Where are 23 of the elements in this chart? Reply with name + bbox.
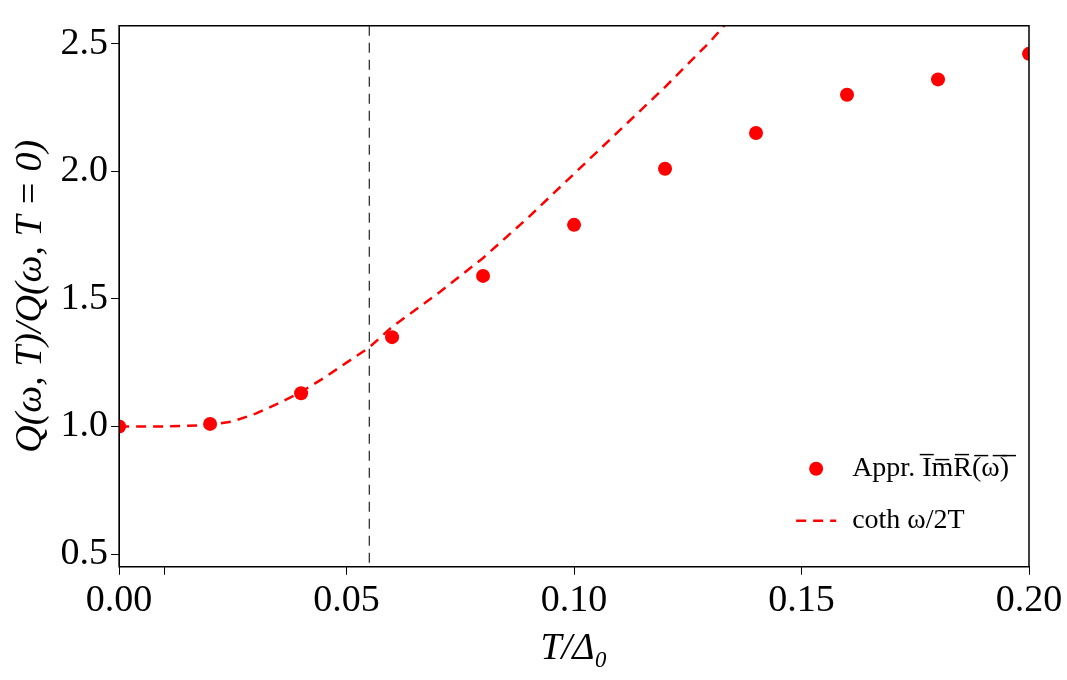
point — [476, 268, 491, 283]
x-tick-label: 0.05 — [313, 576, 380, 619]
y-tick-label: 0.5 — [60, 530, 109, 573]
y-tick-label: 2.5 — [60, 19, 109, 62]
point — [294, 386, 309, 401]
x-tick-label: 0.10 — [540, 576, 608, 619]
x-tick-label: 0.20 — [995, 576, 1063, 619]
point — [203, 416, 218, 431]
point — [658, 161, 673, 176]
y-tick-label: 1.5 — [60, 274, 109, 317]
point — [840, 87, 855, 102]
y-tick-label: 2.0 — [60, 147, 109, 190]
point — [567, 217, 582, 232]
point — [931, 72, 946, 87]
x-axis-title: T/Δ₀ — [540, 625, 608, 668]
point — [385, 330, 400, 345]
x-tick-label: 0.15 — [768, 576, 835, 619]
y-axis-title: Q(ω, T)/Q(ω, T = 0) — [6, 139, 50, 453]
legend-label: coth ω/2T — [852, 503, 965, 535]
y-tick-label: 1.0 — [60, 402, 109, 445]
x-tick-label: 0.00 — [85, 576, 153, 619]
legend-label: Appr. I̅m̅R̅(̅ω̅)̅ — [852, 451, 1017, 483]
point — [749, 125, 764, 140]
